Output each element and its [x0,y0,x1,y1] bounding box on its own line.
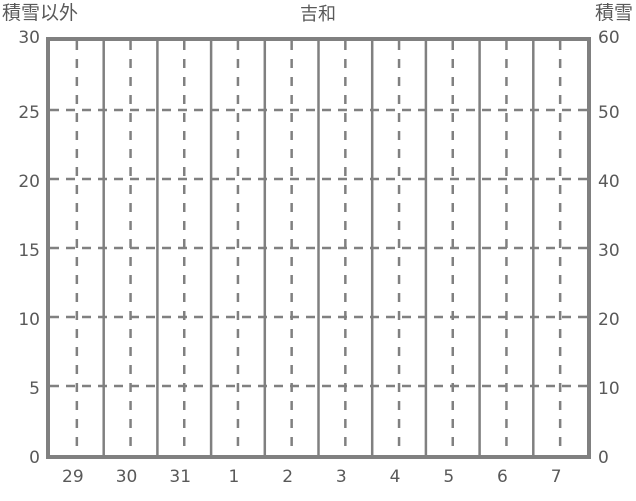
left-axis-caption: 積雪以外 [2,2,79,24]
right-axis-caption: 積雪 [594,2,633,24]
grid-svg [50,41,587,455]
y-right-tick-0: 0 [598,448,609,468]
x-tick-31: 31 [169,467,192,487]
y-left-tick-10: 10 [18,310,40,330]
y-left-tick-20: 20 [18,172,40,192]
x-tick-1: 1 [228,467,240,487]
vertical-major-gridlines [102,41,535,455]
plot-area [46,37,591,459]
x-tick-3: 3 [335,467,347,487]
x-tick-7: 7 [550,467,562,487]
y-right-tick-10: 10 [598,379,620,399]
y-right-tick-20: 20 [598,310,620,330]
x-tick-6: 6 [497,467,508,487]
x-tick-5: 5 [443,467,455,487]
plot-grid [50,41,587,455]
y-right-tick-30: 30 [598,241,620,261]
y-left-tick-0: 0 [29,448,40,468]
y-left-tick-5: 5 [29,379,40,399]
x-tick-4: 4 [389,467,401,487]
y-right-tick-40: 40 [598,172,620,192]
x-tick-29: 29 [62,467,84,487]
y-right-tick-50: 50 [598,103,620,123]
x-tick-30: 30 [115,467,138,487]
y-right-tick-60: 60 [598,28,620,48]
x-tick-2: 2 [282,467,294,487]
vertical-minor-gridlines [75,41,562,455]
y-left-tick-25: 25 [18,103,40,123]
y-left-tick-15: 15 [18,241,40,261]
y-left-tick-30: 30 [18,28,40,48]
chart-title: 吉和 [300,4,336,25]
